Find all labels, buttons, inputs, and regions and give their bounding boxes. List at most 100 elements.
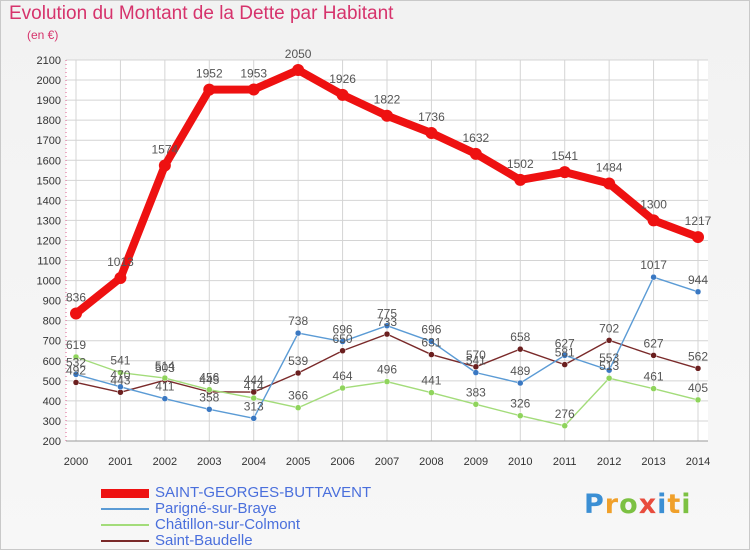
data-point	[206, 386, 213, 393]
x-tick-label: 2009	[464, 456, 488, 468]
data-label: 532	[66, 355, 86, 369]
data-label: 541	[110, 354, 130, 368]
x-tick-label: 2003	[197, 456, 221, 468]
data-point	[558, 166, 571, 179]
data-point	[292, 64, 305, 77]
legend-label: SAINT-GEORGES-BUTTAVENT	[155, 484, 372, 501]
data-point	[117, 383, 124, 391]
data-point	[294, 329, 302, 337]
y-tick-label: 700	[43, 336, 61, 348]
y-tick-label: 1900	[37, 95, 61, 107]
data-point	[472, 401, 480, 408]
data-point	[336, 88, 349, 101]
data-label: 496	[377, 363, 397, 377]
data-label: 1013	[107, 255, 134, 269]
data-label: 414	[244, 379, 264, 393]
data-label: 631	[421, 336, 441, 350]
data-point	[114, 271, 127, 284]
data-point	[117, 369, 124, 376]
data-label: 489	[510, 364, 530, 378]
logo-letter: t	[667, 489, 682, 520]
data-point	[70, 307, 82, 320]
y-tick-label: 300	[43, 416, 61, 428]
data-label: 627	[644, 336, 664, 350]
data-point	[472, 369, 480, 376]
data-point	[161, 374, 169, 382]
logo-letter: P	[584, 489, 605, 520]
legend-label: Châtillon-sur-Colmont	[155, 516, 301, 533]
data-label: 1574	[152, 142, 179, 156]
data-point	[206, 406, 213, 413]
legend-item-saint-georges-buttavent: SAINT-GEORGES-BUTTAVENT	[101, 484, 421, 501]
data-label: 276	[555, 407, 575, 421]
data-label: 445	[199, 373, 219, 387]
y-tick-label: 800	[43, 316, 61, 328]
x-tick-label: 2000	[64, 456, 88, 468]
y-tick-label: 900	[43, 296, 61, 308]
series-layer	[70, 64, 704, 430]
legend-label: Parigné-sur-Braye	[155, 500, 277, 517]
data-label: 738	[288, 314, 308, 328]
data-label: 405	[688, 381, 708, 395]
data-label: 464	[333, 369, 353, 383]
data-point	[517, 345, 524, 353]
logo-letter: o	[619, 489, 639, 520]
logo-letter: i	[681, 489, 692, 520]
data-label: 1736	[418, 110, 445, 124]
y-tick-label: 500	[43, 376, 61, 388]
series-3	[72, 330, 702, 396]
data-point	[428, 338, 435, 345]
y-tick-label: 1200	[37, 235, 61, 247]
y-tick-label: 1500	[37, 175, 61, 187]
data-label: 1300	[640, 197, 667, 211]
data-point	[561, 352, 568, 359]
chart-unit: (en €)	[27, 28, 59, 42]
legend-swatch-parigne-sur-braye	[101, 508, 149, 510]
data-point	[383, 322, 391, 329]
data-point	[561, 422, 568, 430]
data-label: 562	[688, 349, 708, 363]
data-labels: 492 443 503 445 444 539 650 733 631 570 658 581 702 6…	[66, 47, 712, 421]
x-tick-label: 2004	[241, 456, 265, 468]
data-point	[72, 353, 80, 361]
data-label: 513	[599, 359, 619, 373]
data-label: 1822	[374, 93, 401, 107]
legend-item-chatillon-sur-colmont: Châtillon-sur-Colmont	[101, 516, 421, 533]
data-point	[247, 83, 260, 96]
y-axis: 200 300 400 500 600 700 800 900 1000 1100 1200 1300…	[37, 55, 67, 448]
x-tick-label: 2013	[641, 456, 665, 468]
data-label: 619	[66, 338, 86, 352]
y-tick-label: 600	[43, 356, 61, 368]
legend-label: Saint-Baudelle	[155, 532, 253, 549]
data-label: 313	[244, 399, 264, 413]
data-point	[514, 173, 527, 186]
data-label: 581	[555, 346, 575, 360]
data-point	[161, 395, 169, 402]
y-tick-label: 1600	[37, 155, 61, 167]
line-chart: 200 300 400 500 600 700 800 900 1000 1100 1200 1300…	[37, 47, 712, 468]
data-point	[605, 337, 613, 344]
data-label: 441	[421, 374, 441, 388]
data-label: 944	[688, 273, 708, 287]
y-tick-label: 2000	[37, 75, 61, 87]
data-point	[603, 177, 616, 190]
logo-letter: i	[657, 489, 668, 520]
data-label: 514	[155, 359, 175, 373]
y-tick-label: 1700	[37, 135, 61, 147]
data-point	[383, 378, 391, 385]
y-tick-label: 1800	[37, 115, 61, 127]
data-point	[650, 273, 657, 281]
proxiti-logo: Proxiti	[584, 489, 692, 520]
data-label: 696	[333, 323, 353, 337]
data-point	[203, 83, 216, 96]
data-label: 570	[466, 348, 486, 362]
data-label: 539	[288, 354, 308, 368]
data-point	[294, 369, 302, 377]
data-label: 627	[555, 336, 575, 350]
data-point	[117, 389, 124, 396]
data-label: 1017	[640, 258, 667, 272]
y-tick-label: 200	[43, 436, 61, 448]
legend-item-saint-baudelle: Saint-Baudelle	[101, 532, 421, 549]
data-label: 1926	[329, 72, 356, 86]
y-tick-label: 1400	[37, 195, 61, 207]
